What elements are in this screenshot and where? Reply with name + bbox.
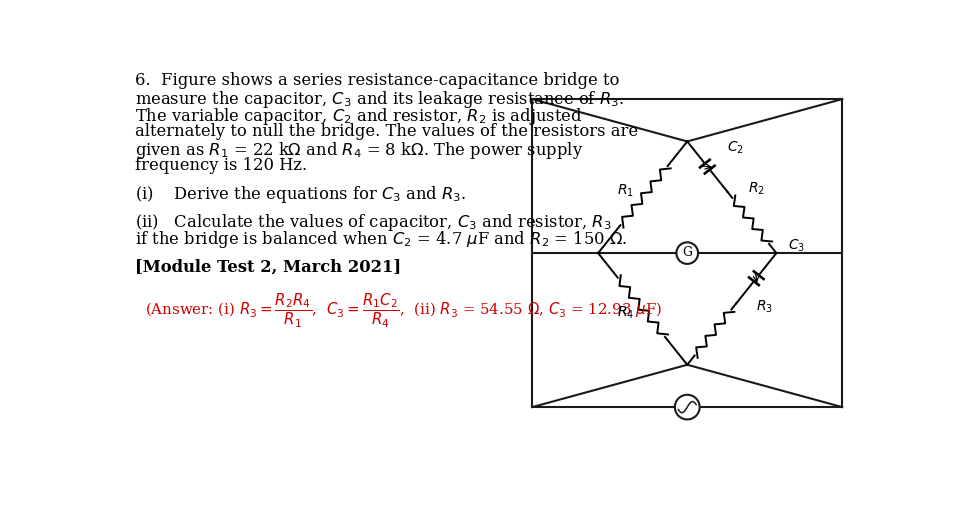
Text: if the bridge is balanced when $C_2$ = 4.7 $\mu$F and $R_2$ = 150 $\Omega$.: if the bridge is balanced when $C_2$ = 4…: [135, 229, 628, 250]
Text: $R_1$: $R_1$: [617, 183, 634, 199]
Text: $R_4$: $R_4$: [617, 305, 635, 321]
Text: $R_2$: $R_2$: [748, 180, 765, 197]
Text: frequency is 120 Hz.: frequency is 120 Hz.: [135, 157, 307, 174]
Text: 6.  Figure shows a series resistance-capacitance bridge to: 6. Figure shows a series resistance-capa…: [135, 72, 620, 89]
Text: measure the capacitor, $C_3$ and its leakage resistance of $R_3$.: measure the capacitor, $C_3$ and its lea…: [135, 89, 624, 110]
Text: (ii)   Calculate the values of capacitor, $C_3$ and resistor, $R_3$: (ii) Calculate the values of capacitor, …: [135, 212, 612, 233]
Text: $C_3$: $C_3$: [788, 237, 805, 254]
Circle shape: [677, 242, 698, 264]
Text: The variable capacitor, $C_2$ and resistor, $R_2$ is adjusted: The variable capacitor, $C_2$ and resist…: [135, 106, 583, 127]
Text: given as $R_1$ = 22 k$\Omega$ and $R_4$ = 8 k$\Omega$. The power supply: given as $R_1$ = 22 k$\Omega$ and $R_4$ …: [135, 140, 583, 161]
Text: alternately to null the bridge. The values of the resistors are: alternately to null the bridge. The valu…: [135, 123, 639, 140]
Text: [Module Test 2, March 2021]: [Module Test 2, March 2021]: [135, 259, 401, 276]
Text: $R_3$: $R_3$: [755, 299, 773, 316]
Circle shape: [675, 395, 700, 420]
Text: $C_2$: $C_2$: [727, 139, 744, 156]
Text: G: G: [682, 246, 692, 259]
Text: (i)    Derive the equations for $C_3$ and $R_3$.: (i) Derive the equations for $C_3$ and $…: [135, 184, 467, 205]
Text: (Answer: (i) $R_3 = \dfrac{R_2R_4}{R_1}$,  $C_3 = \dfrac{R_1C_2}{R_4}$,  (ii) $R: (Answer: (i) $R_3 = \dfrac{R_2R_4}{R_1}$…: [145, 291, 662, 330]
